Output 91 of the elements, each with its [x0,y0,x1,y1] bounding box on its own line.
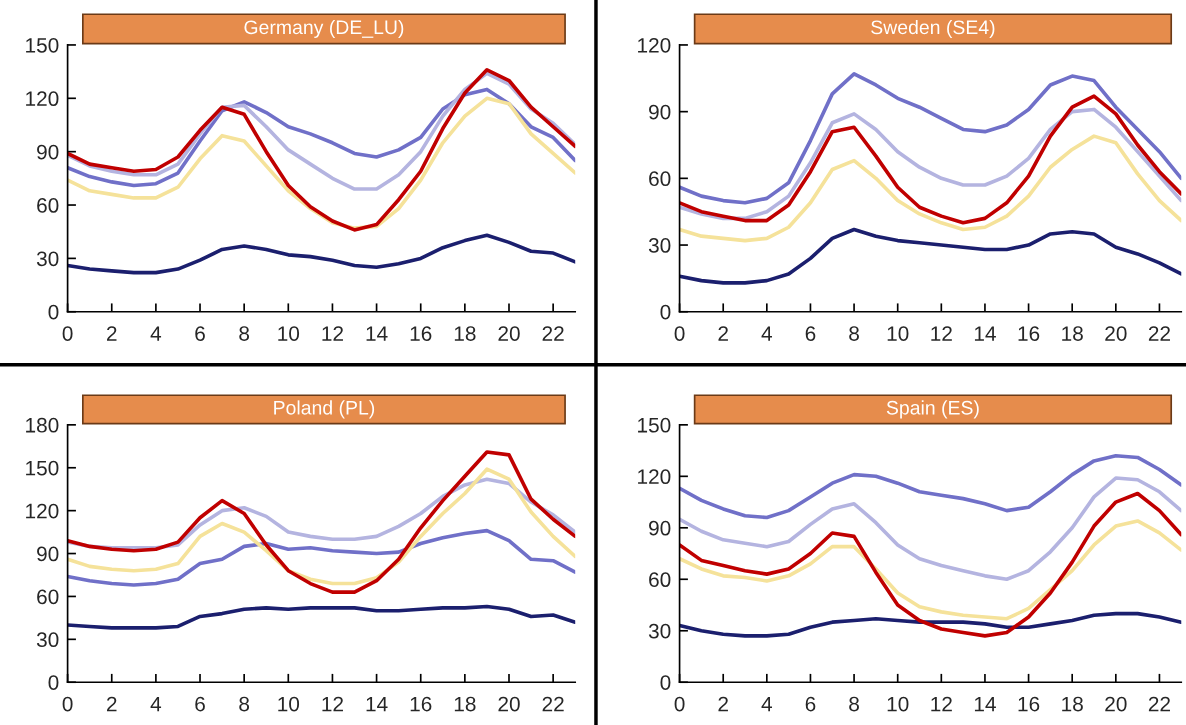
x-tick-label: 14 [366,696,388,712]
x-tick-label: 12 [322,326,343,341]
x-tick-label: 8 [239,326,250,341]
y-tick-label: 30 [36,251,59,267]
line-series [679,611,1182,638]
y-tick-label: 0 [48,304,59,320]
x-tick-label: 10 [278,696,300,712]
x-tick-label: 0 [674,326,685,341]
x-tick-label: 20 [498,326,520,341]
x-tick-label: 18 [454,326,476,341]
y-tick-label: 60 [37,589,59,605]
x-tick-label: 16 [410,326,432,341]
x-tick-label: 8 [849,326,859,341]
x-tick-label: 0 [62,696,73,712]
y-tick-label: 150 [638,417,671,433]
line-series [679,476,1182,582]
line-series [679,227,1182,285]
x-tick-label: 10 [887,326,909,341]
y-tick-label: 60 [37,198,59,213]
x-tick-label: 2 [107,696,117,712]
x-tick-label: 2 [718,326,728,341]
line-series [67,68,576,232]
line-series [67,233,576,275]
chart-title: Poland (PL) [274,400,375,419]
x-tick-label: 20 [1105,696,1127,712]
chart-title: Sweden (SE4) [871,19,995,38]
x-tick-label: 10 [278,326,300,341]
y-tick-label: 0 [48,675,59,690]
y-tick-label: 60 [649,572,671,588]
x-tick-label: 6 [805,326,816,341]
x-tick-label: 14 [974,696,996,712]
y-tick-label: 90 [37,144,59,160]
y-tick-label: 90 [649,520,671,536]
y-tick-label: 0 [660,304,671,320]
y-tick-label: 120 [26,503,59,519]
line-series [67,467,576,586]
x-tick-label: 2 [718,696,728,712]
y-tick-label: 120 [638,469,671,485]
line-series [67,528,576,587]
x-tick-label: 16 [1018,326,1040,341]
line-series [679,519,1182,621]
x-tick-label: 10 [887,696,909,712]
x-tick-label: 0 [674,696,685,712]
x-tick-label: 8 [849,696,859,712]
x-tick-label: 20 [498,696,520,712]
y-tick-label: 90 [649,104,671,120]
x-tick-label: 12 [322,696,343,712]
line-series [67,450,576,594]
chart-title: Spain (ES) [886,400,979,419]
x-tick-label: 22 [1148,696,1170,712]
y-tick-label: 120 [26,91,59,107]
y-tick-label: 30 [648,623,671,639]
x-tick-label: 18 [454,696,476,712]
x-tick-label: 4 [150,326,162,341]
x-tick-label: 8 [239,696,250,712]
line-series [679,453,1182,520]
y-tick-label: 60 [649,171,671,187]
line-series [67,604,576,630]
x-tick-label: 4 [761,326,773,341]
y-tick-label: 30 [648,238,671,253]
x-tick-label: 22 [542,696,564,712]
x-tick-label: 22 [542,326,564,341]
x-tick-label: 22 [1148,326,1170,341]
x-tick-label: 20 [1105,326,1127,341]
x-tick-label: 18 [1062,326,1083,341]
y-tick-label: 90 [37,546,59,562]
x-tick-label: 4 [150,696,162,712]
chart-title: Germany (DE_LU) [244,19,404,38]
x-tick-label: 18 [1062,696,1083,712]
line-series [679,72,1182,205]
x-tick-label: 12 [931,696,952,712]
y-tick-label: 120 [638,37,671,53]
x-tick-label: 16 [1018,696,1040,712]
x-tick-label: 12 [931,326,952,341]
x-tick-label: 14 [366,326,388,341]
x-tick-label: 6 [195,326,205,341]
y-tick-label: 180 [26,417,59,433]
x-tick-label: 16 [410,696,432,712]
y-tick-label: 0 [660,675,671,690]
line-series [679,491,1182,638]
line-series [67,87,576,188]
x-tick-label: 0 [62,326,73,341]
x-tick-label: 14 [974,326,996,341]
y-tick-label: 150 [26,37,59,53]
line-series [679,134,1182,243]
x-tick-label: 2 [107,326,117,341]
y-tick-label: 30 [36,632,59,648]
x-tick-label: 6 [805,696,816,712]
x-tick-label: 6 [195,696,205,712]
x-tick-label: 4 [761,696,773,712]
y-tick-label: 150 [26,460,59,476]
